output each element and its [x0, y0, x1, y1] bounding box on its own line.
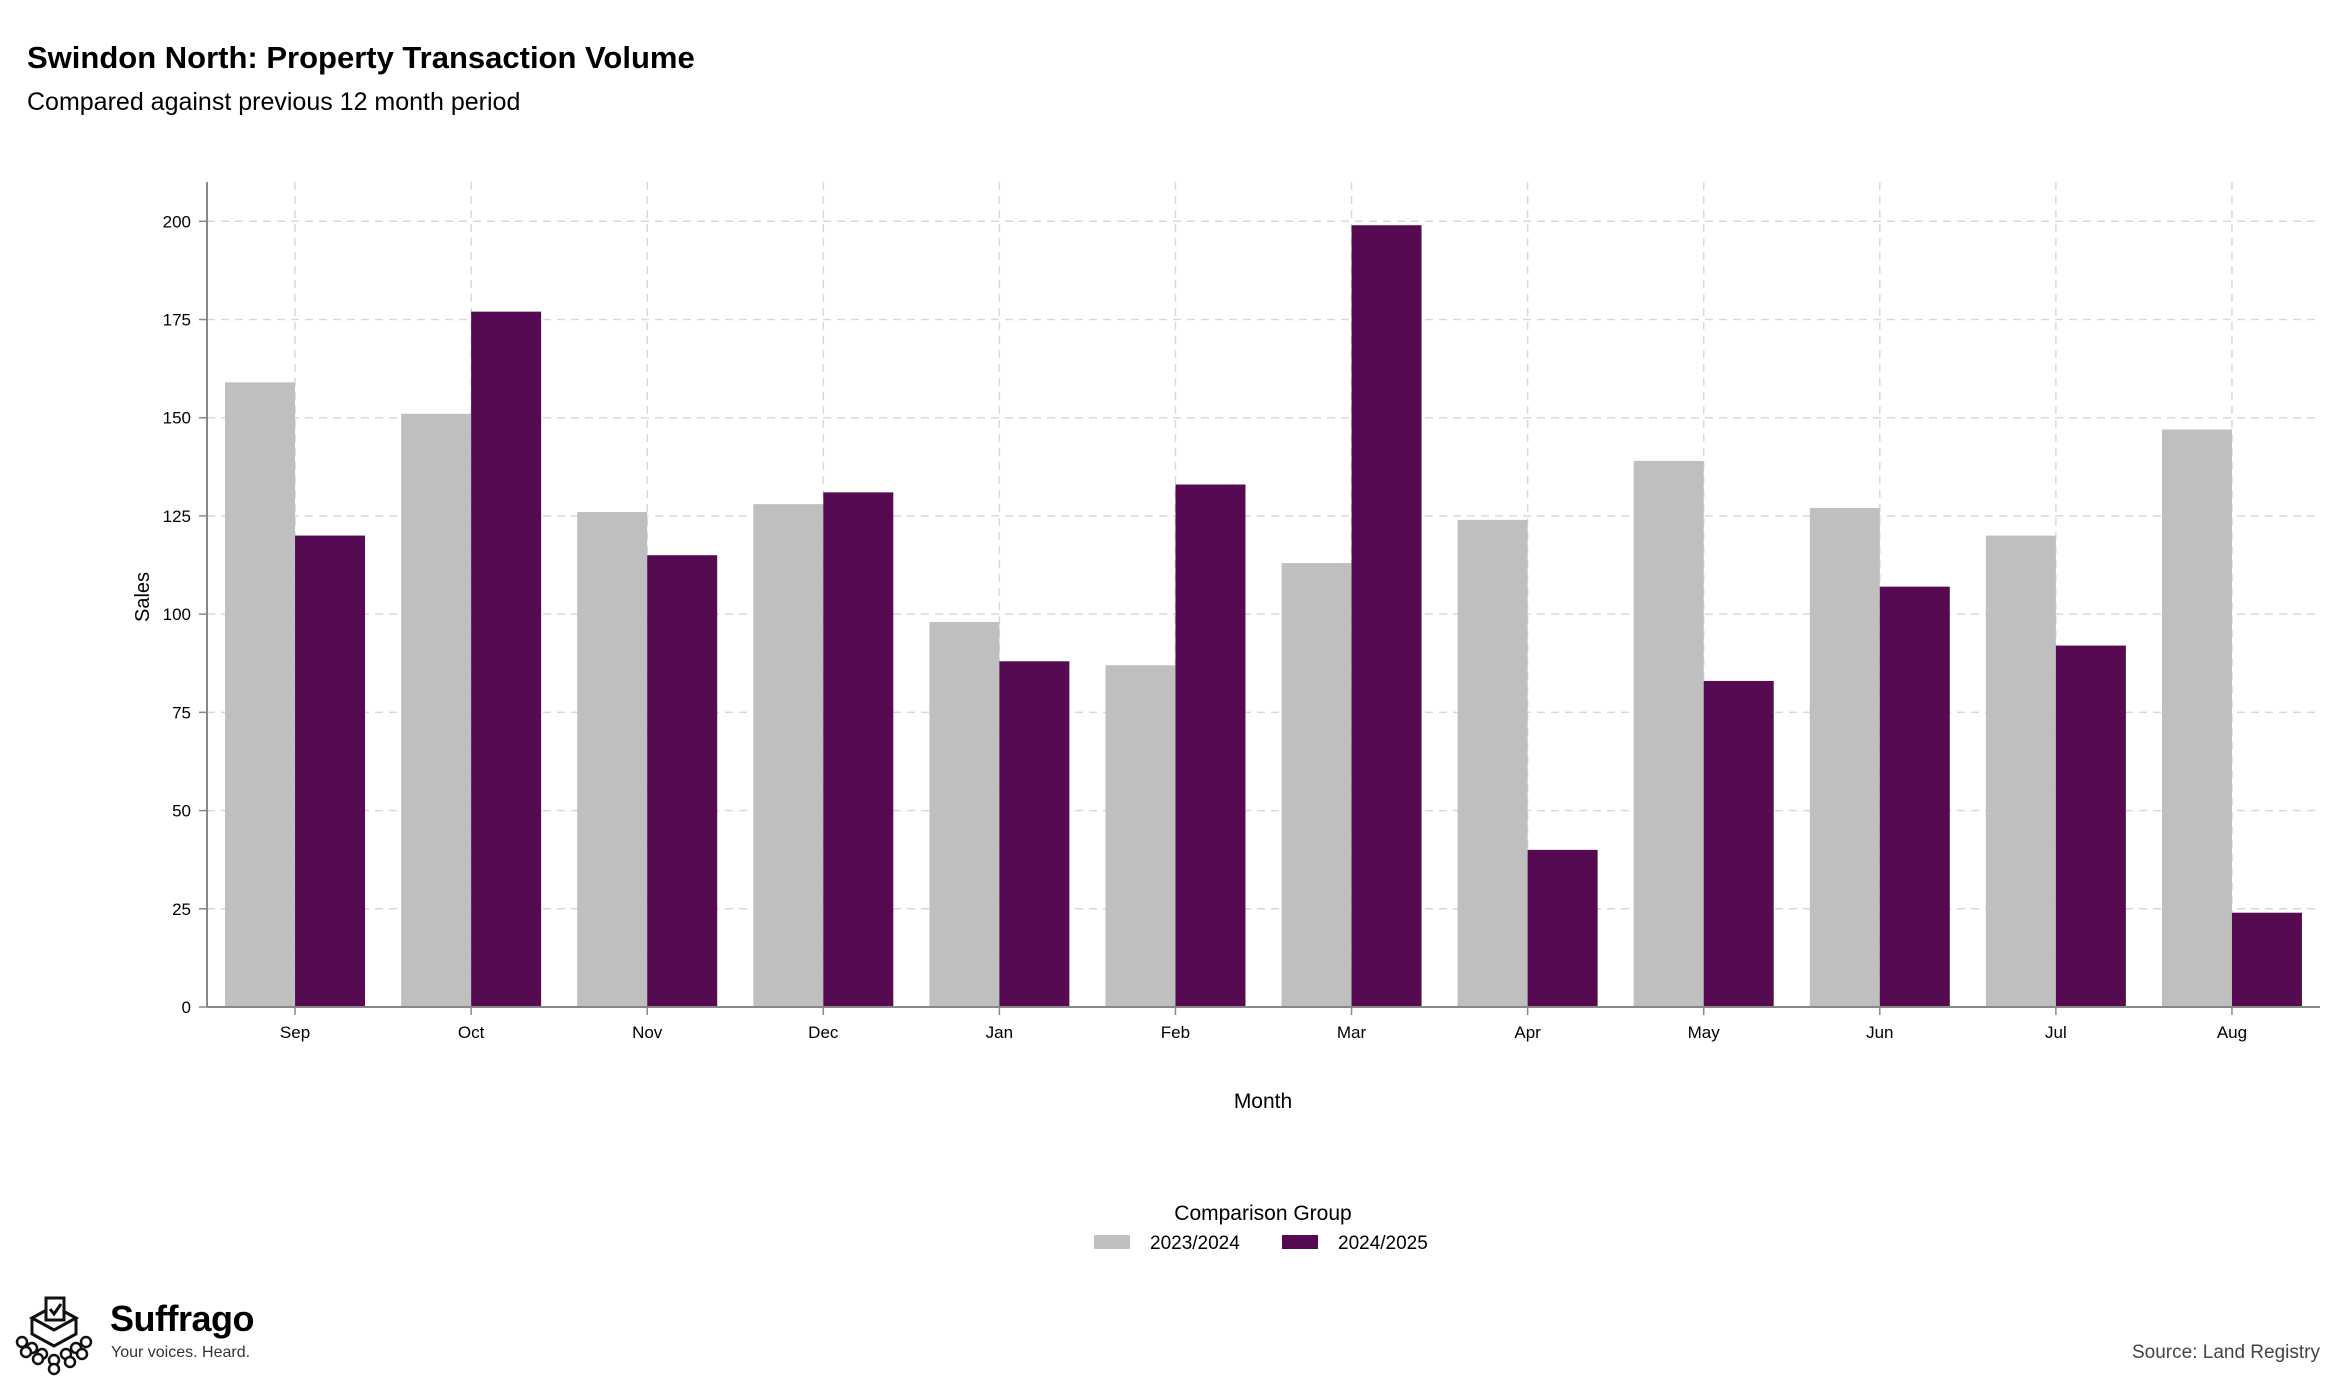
legend-swatch — [1282, 1235, 1318, 1249]
bar-2023/2024-Jun — [1809, 508, 1880, 1007]
x-tick-label: Oct — [458, 1023, 485, 1042]
bar-2024/2025-Jan — [999, 661, 1070, 1007]
x-tick-label: May — [1688, 1023, 1721, 1042]
x-tick-label: Sep — [280, 1023, 310, 1042]
bar-2024/2025-Feb — [1175, 484, 1246, 1007]
x-tick-label: Apr — [1514, 1023, 1541, 1042]
bars — [225, 225, 2302, 1008]
legend-label: 2024/2025 — [1338, 1233, 1428, 1254]
legend-title: Comparison Group — [1174, 1202, 1351, 1225]
legend: 2023/2024 2024/2025 — [1094, 1233, 1428, 1254]
legend-label: 2023/2024 — [1150, 1233, 1240, 1254]
bar-2023/2024-Apr — [1457, 519, 1528, 1007]
bar-2023/2024-Jan — [929, 622, 1000, 1007]
x-tick-label: Feb — [1161, 1023, 1190, 1042]
bar-2023/2024-Feb — [1105, 665, 1176, 1007]
y-tick-label: 175 — [163, 311, 191, 330]
brand-tagline: Your voices. Heard. — [111, 1344, 251, 1361]
legend-swatch — [1094, 1235, 1130, 1249]
y-tick-label: 200 — [163, 212, 191, 231]
y-axis-label: Sales — [132, 572, 154, 622]
bar-2024/2025-Apr — [1527, 849, 1598, 1007]
bar-2024/2025-Jun — [1879, 586, 1950, 1007]
bar-2023/2024-Nov — [577, 512, 648, 1007]
bar-2024/2025-May — [1703, 680, 1774, 1007]
bar-2023/2024-Jul — [1985, 535, 2056, 1007]
chart-title: Swindon North: Property Transaction Volu… — [27, 40, 695, 75]
chart-subtitle: Compared against previous 12 month perio… — [27, 88, 521, 116]
bar-2023/2024-Mar — [1281, 563, 1352, 1007]
bar-2024/2025-Nov — [647, 555, 718, 1007]
x-tick-label: Aug — [2217, 1023, 2247, 1042]
y-tick-label: 25 — [172, 900, 191, 919]
bar-2024/2025-Aug — [2231, 912, 2302, 1007]
y-tick-label: 75 — [172, 703, 191, 722]
y-tick-label: 0 — [182, 998, 191, 1017]
bar-2023/2024-Sep — [225, 382, 296, 1007]
y-tick-label: 125 — [163, 507, 191, 526]
x-tick-label: Mar — [1337, 1023, 1367, 1042]
bar-2023/2024-May — [1633, 460, 1704, 1007]
bar-2023/2024-Oct — [401, 413, 472, 1007]
bar-2024/2025-Sep — [295, 535, 366, 1007]
bar-2023/2024-Aug — [2161, 429, 2232, 1007]
bar-2024/2025-Mar — [1351, 225, 1422, 1007]
y-tick-label: 50 — [172, 802, 191, 821]
y-tick-label: 150 — [163, 409, 191, 428]
y-tick-labels: 0 25 50 75 100 125 150 175 200 — [163, 212, 207, 1017]
y-tick-label: 100 — [163, 605, 191, 624]
x-tick-label: Jul — [2045, 1023, 2067, 1042]
bar-2024/2025-Dec — [823, 492, 894, 1007]
brand-name: Suffrago — [110, 1298, 255, 1339]
ballot-box-icon — [15, 1296, 93, 1376]
bar-2024/2025-Oct — [471, 311, 542, 1008]
x-axis-label: Month — [1234, 1090, 1292, 1113]
bar-2024/2025-Jul — [2055, 645, 2126, 1007]
x-tick-label: Jan — [986, 1023, 1013, 1042]
x-tick-label: Jun — [1866, 1023, 1893, 1042]
source-note: Source: Land Registry — [2132, 1342, 2320, 1363]
x-tick-label: Dec — [808, 1023, 839, 1042]
x-tick-labels: Sep Oct Nov Dec Jan Feb Mar Apr May Jun Jul Aug — [280, 1007, 2247, 1042]
bar-chart: 0 25 50 75 100 125 150 175 200 Sep Oct Nov Dec Jan Fe… — [132, 182, 2320, 1254]
x-tick-label: Nov — [632, 1023, 663, 1042]
bar-2023/2024-Dec — [753, 504, 824, 1007]
